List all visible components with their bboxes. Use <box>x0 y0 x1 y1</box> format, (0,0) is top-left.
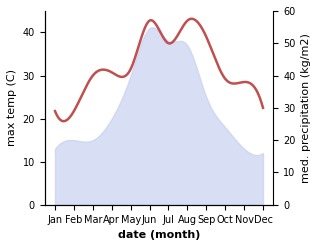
Y-axis label: med. precipitation (kg/m2): med. precipitation (kg/m2) <box>301 33 311 183</box>
Y-axis label: max temp (C): max temp (C) <box>7 69 17 146</box>
X-axis label: date (month): date (month) <box>118 230 200 240</box>
